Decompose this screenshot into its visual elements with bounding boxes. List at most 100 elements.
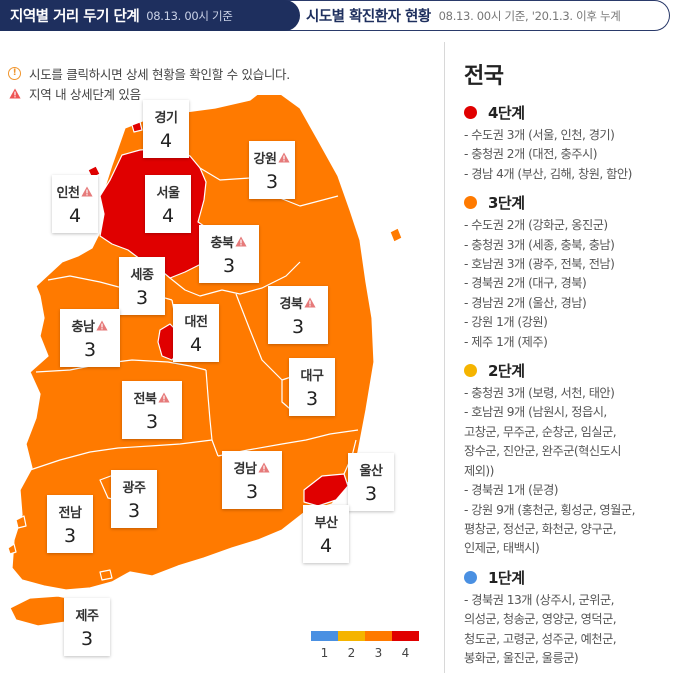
region-name: 서울 (156, 185, 180, 201)
level-2-list: - 충청권 3개 (보령, 서천, 태안) - 호남권 9개 (남원시, 정읍시… (464, 384, 679, 559)
region-level: 3 (265, 170, 279, 193)
region-label-sejong[interactable]: 세종 3 (119, 257, 165, 315)
list-item: 봉화군, 울진군, 울릉군) (464, 650, 579, 665)
list-item: - 수도권 3개 (서울, 인천, 경기) (464, 128, 615, 142)
list-item: - 호남권 3개 (광주, 전북, 전남) (464, 257, 615, 272)
list-item: 평창군, 정선군, 화천군, 양구군, (464, 521, 617, 536)
region-label-chungbuk[interactable]: 충북 3 (199, 225, 259, 283)
region-label-daejeon[interactable]: 대전 4 (173, 304, 219, 362)
region-name: 경북 (279, 296, 303, 312)
legend-label-1: 1 (320, 646, 329, 660)
region-label-ulsan[interactable]: 울산 3 (348, 453, 394, 511)
korea-map: 경기 4 강원 3 인천 4 서울 4 충북 3 세종 3 경북 3 충남 3 … (0, 95, 440, 673)
region-label-gyeonggi[interactable]: 경기 4 (143, 100, 189, 158)
legend-swatch-4 (392, 631, 419, 641)
level-3-label: 3단계 (488, 194, 525, 213)
region-name: 광주 (122, 480, 146, 496)
region-level: 3 (305, 387, 319, 410)
legend-label-3: 3 (374, 646, 383, 660)
list-item: - 경남권 2개 (울산, 경남) (464, 295, 587, 310)
region-name: 인천 (56, 185, 80, 201)
region-name: 부산 (314, 515, 338, 531)
list-item: 고창군, 무주군, 순창군, 임실군, (464, 424, 617, 439)
info-icon: ! (8, 67, 21, 80)
warning-icon (96, 320, 109, 330)
region-name-row: 강원 (254, 148, 291, 167)
region-label-incheon[interactable]: 인천 4 (52, 175, 98, 233)
region-label-gwangju[interactable]: 광주 3 (111, 470, 157, 528)
legend-label-2: 2 (347, 646, 356, 660)
list-item: - 강원 9개 (홍천군, 횡성군, 영월군, (464, 502, 635, 517)
list-item: - 경북권 13개 (상주시, 군위군, (464, 592, 615, 607)
region-name: 경기 (154, 110, 178, 126)
region-label-daegu[interactable]: 대구 3 (289, 358, 335, 416)
tab-bar: 시도별 확진환자 현황 08.13. 00시 기준, '20.1.3. 이후 누… (0, 0, 683, 34)
warning-icon (81, 186, 94, 196)
level-1-label: 1단계 (488, 568, 525, 587)
legend-swatch-2 (338, 631, 365, 641)
list-item: 청도군, 고령군, 성주군, 예천군, (464, 631, 617, 646)
region-label-seoul[interactable]: 서울 4 (145, 175, 191, 233)
list-item: - 제주 1개 (제주) (464, 334, 548, 349)
legend-swatch-3 (365, 631, 392, 641)
region-level: 3 (145, 410, 159, 433)
click-hint: ! 시도를 클릭하시면 상세 현황을 확인할 수 있습니다. (8, 64, 290, 83)
warning-icon (235, 236, 248, 246)
region-shape-island (99, 569, 113, 581)
summary-panel: 전국 4단계 - 수도권 3개 (서울, 인천, 경기) - 충청권 2개 (대… (464, 58, 679, 668)
region-name: 전남 (58, 505, 82, 521)
tab-distancing-level[interactable]: 지역별 거리 두기 단계 08.13. 00시 기준 (0, 0, 300, 31)
warning-icon (278, 152, 291, 162)
warning-hint: 지역 내 상세단계 있음 (8, 84, 141, 103)
region-level: 3 (364, 482, 378, 505)
region-shape-busan[interactable] (303, 473, 349, 507)
region-name: 충남 (71, 319, 95, 335)
region-level: 3 (245, 480, 259, 503)
region-name-row: 충남 (72, 316, 109, 335)
list-item: - 수도권 2개 (강화군, 옹진군) (464, 218, 608, 233)
region-shape-island (131, 121, 143, 133)
region-level: 4 (68, 204, 82, 227)
list-item: - 호남권 9개 (남원시, 정읍시, (464, 405, 607, 420)
region-label-jeju[interactable]: 제주 3 (64, 598, 110, 656)
tab-confirmed-cases[interactable]: 시도별 확진환자 현황 08.13. 00시 기준, '20.1.3. 이후 누… (284, 0, 670, 31)
level-4-list: - 수도권 3개 (서울, 인천, 경기) - 충청권 2개 (대전, 충주시)… (464, 126, 679, 184)
region-name: 세종 (130, 267, 154, 283)
click-hint-text: 시도를 클릭하시면 상세 현황을 확인할 수 있습니다. (29, 67, 290, 82)
region-label-busan[interactable]: 부산 4 (303, 505, 349, 563)
list-item: 제외)) (464, 463, 494, 478)
region-label-gyeongbuk[interactable]: 경북 3 (268, 286, 328, 344)
warning-hint-text: 지역 내 상세단계 있음 (29, 87, 141, 102)
level-1-list: - 경북권 13개 (상주시, 군위군, 의성군, 청송군, 영양군, 영덕군,… (464, 591, 679, 669)
level-3-dot (464, 196, 477, 210)
warning-icon (158, 392, 171, 402)
region-name-row: 충북 (211, 232, 248, 251)
list-item: - 충청권 3개 (세종, 충북, 충남) (464, 237, 615, 252)
level-4-label: 4단계 (488, 104, 525, 122)
region-name-row: 경북 (280, 293, 317, 312)
region-label-gyeongnam[interactable]: 경남 3 (222, 451, 282, 509)
region-shape-island (7, 543, 17, 555)
region-label-gangwon[interactable]: 강원 3 (249, 141, 295, 199)
level-2-dot (464, 364, 477, 378)
region-label-jeonbuk[interactable]: 전북 3 (122, 381, 182, 439)
region-name-row: 전북 (134, 388, 171, 407)
region-name: 강원 (253, 151, 277, 167)
region-label-jeonnam[interactable]: 전남 3 (47, 495, 93, 553)
region-level: 3 (291, 315, 305, 338)
warning-icon (304, 297, 317, 307)
region-level: 4 (319, 534, 333, 557)
list-item: - 경북권 1개 (문경) (464, 483, 559, 498)
region-name: 대구 (300, 368, 324, 384)
level-3-heading: 3단계 (464, 192, 679, 213)
level-2-heading: 2단계 (464, 360, 679, 381)
region-name: 울산 (359, 463, 383, 479)
list-item: - 충청권 2개 (대전, 충주시) (464, 147, 597, 162)
region-level: 4 (161, 204, 175, 227)
region-label-chungnam[interactable]: 충남 3 (60, 309, 120, 367)
region-name-row: 경남 (234, 458, 271, 477)
region-name: 제주 (75, 608, 99, 624)
list-item: - 충청권 3개 (보령, 서천, 태안) (464, 386, 615, 401)
level-2-label: 2단계 (488, 362, 525, 381)
level-1-heading: 1단계 (464, 567, 679, 588)
